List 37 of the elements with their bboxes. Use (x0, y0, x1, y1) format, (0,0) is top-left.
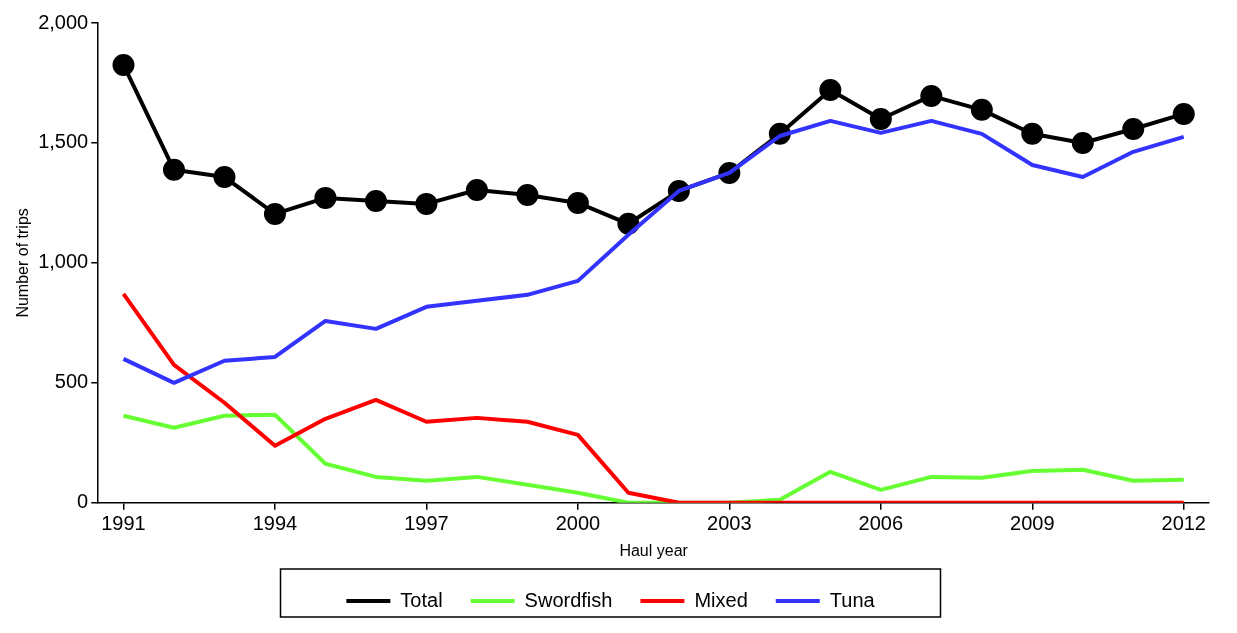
y-tick-label: 500 (54, 370, 89, 393)
x-tick-label: 2000 (555, 512, 601, 535)
point (1021, 122, 1044, 145)
point (364, 190, 387, 213)
point (162, 158, 185, 181)
legend-label: Swordfish (524, 588, 613, 611)
point (970, 98, 993, 121)
point (415, 192, 438, 215)
point (920, 84, 943, 107)
point (465, 178, 488, 201)
point (1071, 131, 1094, 154)
point (314, 186, 337, 209)
legend-label: Total (400, 588, 443, 611)
x-tick-label: 2012 (1161, 512, 1207, 535)
point (263, 202, 286, 225)
point (566, 191, 589, 214)
y-tick-label: 1,000 (38, 250, 89, 273)
point (869, 107, 892, 130)
point (112, 53, 135, 76)
x-tick-label: 1997 (404, 512, 449, 535)
y-tick-label: 1,500 (38, 130, 89, 153)
point (819, 78, 842, 101)
point (1172, 102, 1195, 125)
point (213, 166, 236, 189)
x-tick-label: 1991 (101, 512, 146, 535)
x-tick-label: 1994 (252, 512, 298, 535)
point (1122, 118, 1145, 141)
legend-label: Mixed (694, 588, 748, 611)
x-axis-title: Haul year (619, 541, 689, 559)
y-tick-label: 0 (77, 490, 89, 513)
x-tick-label: 2006 (858, 512, 904, 535)
y-tick-label: 2,000 (38, 10, 89, 33)
x-tick-label: 2003 (707, 512, 752, 535)
legend-label: Tuna (829, 588, 876, 611)
point (516, 184, 539, 207)
x-tick-label: 2009 (1010, 512, 1055, 535)
y-axis-title: Number of trips (14, 208, 32, 318)
